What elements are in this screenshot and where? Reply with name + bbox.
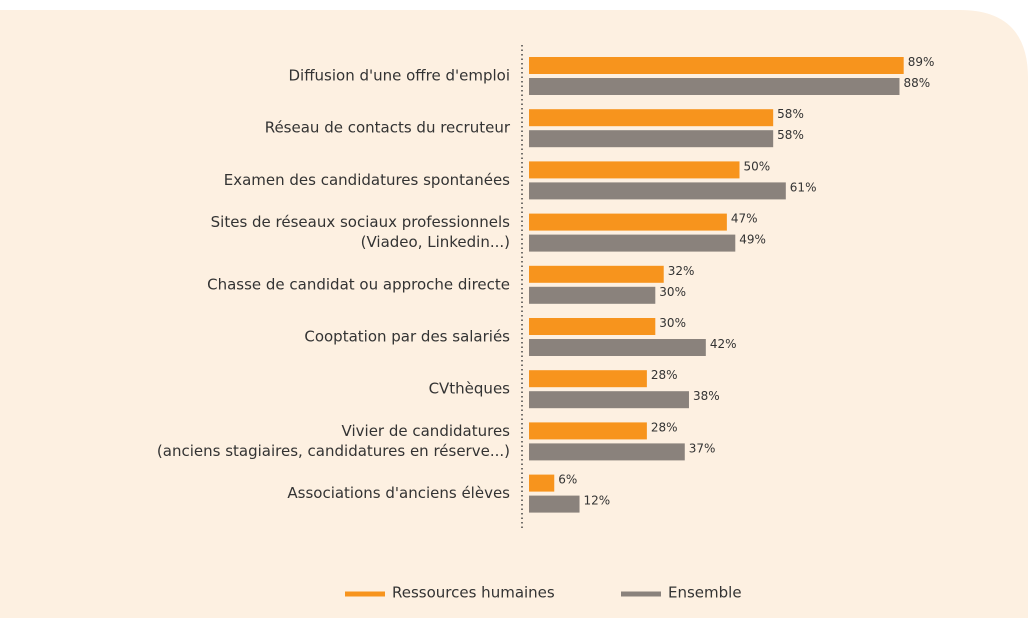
category-label: (Viadeo, Linkedin...) — [361, 233, 510, 251]
value-label: 50% — [744, 159, 771, 173]
value-label: 47% — [731, 212, 758, 226]
category-label: Cooptation par des salariés — [304, 328, 510, 346]
bar — [529, 213, 727, 231]
value-label: 28% — [651, 368, 678, 382]
legend-label: Ressources humaines — [392, 584, 555, 602]
bar — [529, 370, 647, 388]
category-label: (anciens stagiaires, candidatures en rés… — [157, 442, 510, 460]
value-label: 61% — [790, 180, 817, 194]
value-label: 58% — [777, 107, 804, 121]
value-label: 30% — [659, 285, 686, 299]
category-label: Associations d'anciens élèves — [287, 484, 510, 502]
bar — [529, 474, 555, 492]
value-label: 28% — [651, 420, 678, 434]
bar — [529, 78, 900, 95]
value-label: 38% — [693, 389, 720, 403]
bar — [529, 391, 689, 409]
bar — [529, 422, 647, 440]
category-label: Diffusion d'une offre d'emploi — [288, 67, 510, 85]
bar — [529, 234, 736, 252]
category-label: Sites de réseaux sociaux professionnels — [211, 213, 511, 231]
value-label: 37% — [689, 441, 716, 455]
value-label: 30% — [659, 316, 686, 330]
category-label: CVthèques — [429, 380, 511, 398]
value-label: 42% — [710, 337, 737, 351]
value-label: 58% — [777, 128, 804, 142]
bar — [529, 182, 786, 200]
bar — [529, 443, 685, 461]
bar — [529, 161, 740, 179]
value-label: 89% — [908, 55, 935, 69]
bar — [529, 57, 904, 74]
bar — [529, 109, 774, 127]
bar — [529, 318, 656, 335]
bar — [529, 339, 706, 356]
category-label: Chasse de candidat ou approche directe — [207, 275, 510, 293]
bar — [529, 495, 580, 513]
bar — [529, 265, 664, 283]
value-label: 6% — [558, 473, 577, 487]
value-label: 12% — [584, 494, 611, 508]
value-label: 88% — [903, 76, 930, 90]
bar — [529, 130, 774, 148]
value-label: 32% — [668, 264, 695, 278]
bar — [529, 286, 656, 304]
category-label: Examen des candidatures spontanées — [224, 171, 510, 189]
panel — [0, 10, 1028, 618]
value-label: 49% — [739, 233, 766, 247]
category-label: Réseau de contacts du recruteur — [265, 119, 511, 137]
legend-label: Ensemble — [668, 584, 742, 602]
category-label: Vivier de candidatures — [342, 422, 511, 440]
